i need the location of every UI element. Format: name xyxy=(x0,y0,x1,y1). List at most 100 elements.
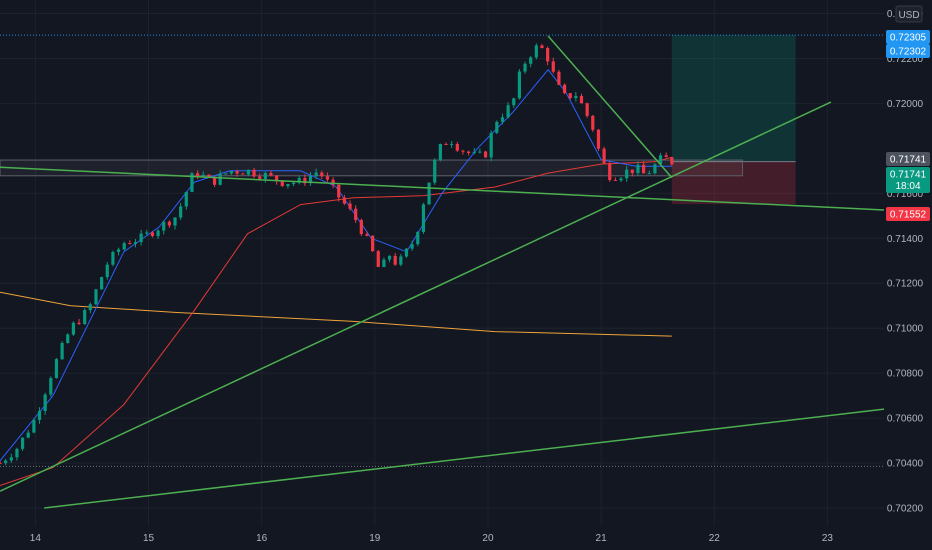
candle xyxy=(619,177,623,183)
candle xyxy=(263,171,267,183)
moving-average-line xyxy=(0,68,672,462)
candle-body xyxy=(647,173,651,175)
candle-body xyxy=(184,191,188,207)
candle xyxy=(201,171,205,178)
candle-body xyxy=(523,63,527,72)
candle xyxy=(26,429,30,439)
candle xyxy=(162,220,166,235)
candle xyxy=(269,170,273,177)
candle-body xyxy=(173,217,177,226)
candle-body xyxy=(145,232,149,234)
candle-body xyxy=(241,173,245,175)
candle-body xyxy=(653,164,657,174)
price-badge-bg xyxy=(886,44,930,58)
x-tick-label: 22 xyxy=(709,533,721,544)
candle xyxy=(551,57,555,74)
target-zone xyxy=(671,34,796,162)
candle xyxy=(670,156,674,166)
candle-body xyxy=(642,164,646,174)
candle xyxy=(139,229,143,246)
candle xyxy=(71,321,75,336)
candle xyxy=(579,93,584,104)
candle xyxy=(602,146,606,164)
candle xyxy=(314,168,318,180)
candle xyxy=(320,170,324,180)
candle xyxy=(179,202,183,220)
candle xyxy=(348,200,352,211)
y-tick-label: 0.71600 xyxy=(887,189,924,200)
candle xyxy=(506,102,510,119)
candle-body xyxy=(297,177,301,183)
candle-body xyxy=(591,115,595,130)
candle xyxy=(128,240,132,245)
candle-body xyxy=(466,151,471,153)
candle-body xyxy=(111,251,115,265)
candle xyxy=(455,141,459,152)
candle xyxy=(100,276,104,290)
currency-box[interactable] xyxy=(895,5,923,23)
candle xyxy=(466,150,471,156)
candle-body xyxy=(94,289,98,305)
candle xyxy=(529,55,533,68)
candle-body xyxy=(252,169,256,177)
candle-body xyxy=(489,132,493,158)
candle-body xyxy=(280,181,284,187)
candle xyxy=(94,288,98,306)
time-axis[interactable]: 14 15 16 19 20 21 22 23 xyxy=(0,526,932,550)
candle-body xyxy=(15,448,19,458)
candle-body xyxy=(308,175,313,184)
candle-body xyxy=(218,173,222,185)
x-tick-label: 15 xyxy=(143,533,155,544)
trendlines xyxy=(0,35,885,509)
candle-body xyxy=(150,232,155,237)
candle-body xyxy=(382,259,386,267)
candle xyxy=(613,177,617,181)
currency-label: USD xyxy=(898,10,919,21)
candle xyxy=(653,162,657,175)
candle-body xyxy=(376,251,380,267)
candles xyxy=(0,43,674,466)
currency-label-group[interactable]: USD xyxy=(895,5,923,23)
candle-body xyxy=(393,255,397,265)
candle-body xyxy=(500,117,505,122)
candle-body xyxy=(387,255,392,260)
candle-body xyxy=(325,176,330,180)
candle-body xyxy=(207,174,211,177)
candle xyxy=(433,158,437,185)
candle xyxy=(608,161,612,182)
candle xyxy=(224,173,228,175)
candle-body xyxy=(0,463,2,465)
price-axis[interactable]: 0.724000.722000.720000.716000.714000.712… xyxy=(884,0,932,550)
candle xyxy=(133,239,138,248)
candle xyxy=(399,254,403,267)
candle-body xyxy=(433,159,437,183)
candle-body xyxy=(212,176,217,185)
candle xyxy=(105,261,109,280)
candle xyxy=(534,43,538,60)
x-tick-label: 21 xyxy=(596,533,608,544)
candle-body xyxy=(658,155,663,165)
candle-body xyxy=(512,98,516,106)
candle-body xyxy=(574,95,578,99)
candle xyxy=(156,228,160,239)
candle xyxy=(562,83,567,95)
candle xyxy=(495,120,499,135)
y-tick-label: 0.71000 xyxy=(887,324,924,335)
candle-body xyxy=(540,45,544,49)
stop-zone xyxy=(671,161,796,205)
candle-body xyxy=(495,121,499,133)
candle-body xyxy=(664,155,668,158)
candle xyxy=(83,308,87,325)
price-badge-label: 0.72302 xyxy=(890,47,927,58)
candle xyxy=(66,333,70,344)
candle-body xyxy=(348,203,352,209)
candle xyxy=(229,170,234,175)
candle xyxy=(483,150,488,158)
trendline xyxy=(547,35,673,179)
candle xyxy=(116,247,121,256)
candle-body xyxy=(337,184,341,198)
candle-body xyxy=(133,242,138,244)
candle-body xyxy=(88,304,92,311)
